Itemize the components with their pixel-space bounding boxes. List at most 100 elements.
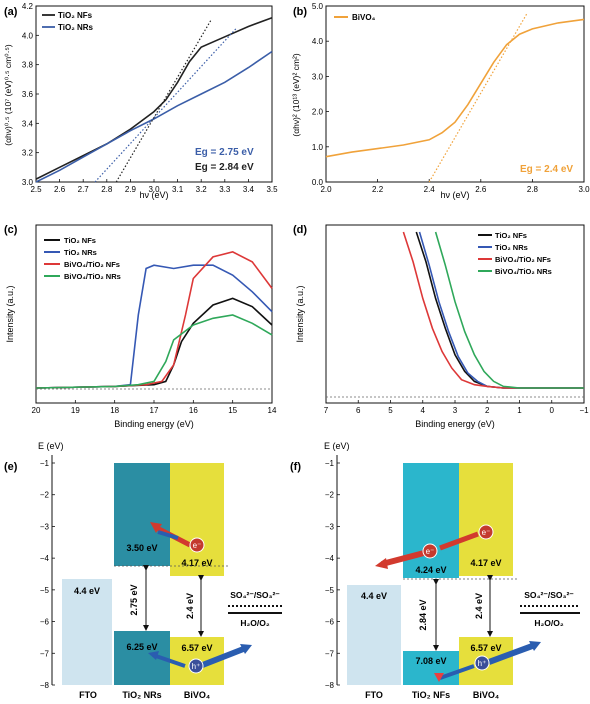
- panel-d: (d) 7 6 5 4 3 2 1 0 −1 TiO₂ NFs TiO₂ NRs BiVO₄/T…: [293, 224, 589, 429]
- panel-a: (a) 2.5 2.6 2.7 2.8 2.9 3.0 3.1 3.2 3.3 3.4 3.5 3.0…: [3, 2, 278, 200]
- x-tick-label: 3: [453, 406, 458, 415]
- panel-f-label: (f): [290, 461, 301, 473]
- x-tick-label: 2.2: [372, 185, 384, 194]
- x-tick-label: 2.4: [424, 185, 436, 194]
- panel-a-label: (a): [4, 6, 18, 18]
- hole-icon: [474, 655, 490, 671]
- x-tick-label: 17: [150, 406, 159, 415]
- x-tick-label: 16: [189, 406, 198, 415]
- redox-label: SO₄²⁻/SO₃²⁻: [230, 590, 280, 600]
- panel-b-frame: [325, 5, 585, 183]
- panel-e-label: (e): [4, 461, 18, 473]
- y-tick-label: −8: [40, 681, 50, 690]
- tio2-nfs-cb-value: 4.24 eV: [415, 565, 446, 575]
- hole-arrow: [487, 642, 537, 665]
- tio2-nfs-cb-block: [403, 463, 459, 578]
- legend: TiO₂ NFs TiO₂ NRs BiVO₄/TiO₂ NFs BiVO₄/T…: [478, 231, 552, 276]
- legend-entry: TiO₂ NRs: [58, 23, 94, 32]
- x-axis-label: hν (eV): [139, 190, 168, 200]
- y-tick-label: 4.2: [22, 2, 34, 11]
- x-tick-label: 4: [421, 406, 426, 415]
- x-label: FTO: [79, 690, 97, 700]
- x-tick-label: 2.7: [78, 185, 90, 194]
- redox-label: H₂O/O₂: [240, 618, 270, 628]
- tio2-nfs-vb-value: 7.08 eV: [415, 656, 446, 666]
- legend-entry: BiVO₄/TiO₂ NFs: [64, 260, 120, 269]
- bivo4-cb-block: [170, 463, 224, 576]
- y-tick-label: −7: [40, 649, 50, 658]
- y-tick-label: 3.4: [22, 119, 34, 128]
- x-label: TiO₂ NFs: [412, 690, 450, 700]
- fto-block: [62, 579, 112, 685]
- y-tick-label: 1.0: [312, 143, 324, 152]
- fto-value: 4.4 eV: [361, 591, 387, 601]
- hole-label: h⁺: [478, 659, 487, 668]
- blocked-icon: [434, 673, 444, 682]
- y-tick-label: 4.0: [22, 31, 34, 40]
- x-axis-label: hν (eV): [440, 190, 469, 200]
- series-line: [35, 16, 273, 180]
- series-line: [402, 231, 584, 389]
- x-tick-label: 3.2: [196, 185, 208, 194]
- legend-entry: TiO₂ NFs: [58, 11, 93, 20]
- y-tick-label: 3.2: [22, 149, 34, 158]
- panel-d-frame: [325, 224, 585, 404]
- y-tick-label: −3: [40, 522, 50, 531]
- series-line: [35, 264, 273, 389]
- x-tick-label: 15: [228, 406, 237, 415]
- legend-entry: BiVO₄/TiO₂ NRs: [495, 267, 552, 276]
- tio2-nrs-vb-value: 6.25 eV: [126, 642, 157, 652]
- electron-label: e⁻: [193, 541, 202, 550]
- tio2-nrs-cb-value: 3.50 eV: [126, 543, 157, 553]
- panel-b-label: (b): [293, 6, 307, 18]
- tio2-nfs-vb-block: [403, 651, 459, 685]
- y-tick-label: −8: [325, 681, 335, 690]
- y-tick-label: −3: [325, 522, 335, 531]
- electron-arrow: [381, 550, 425, 567]
- redox-label: SO₄²⁻/SO₃²⁻: [524, 590, 574, 600]
- tangent-line: [94, 27, 238, 183]
- hole-icon: [188, 658, 204, 674]
- x-tick-label: −1: [579, 406, 589, 415]
- x-tick-label: 5: [388, 406, 393, 415]
- x-tick-label: 7: [324, 406, 329, 415]
- legend-entry: TiO₂ NFs: [64, 236, 96, 245]
- annotation-eg-nrs: Eg = 2.75 eV: [195, 147, 254, 158]
- x-tick-label: 2.6: [54, 185, 66, 194]
- electron-label: e⁻: [482, 528, 491, 537]
- annotation-eg-bivo4: Eg = 2.4 eV: [520, 164, 573, 175]
- legend-entry: BiVO₄: [352, 13, 376, 22]
- x-tick-label: 3.0: [148, 185, 160, 194]
- legend-entry: TiO₂ NRs: [64, 248, 97, 257]
- electron-path-arrow: [157, 530, 179, 540]
- electron-label: e⁻: [426, 547, 435, 556]
- bivo4-vb-value: 6.57 eV: [470, 643, 501, 653]
- y-axis-label: Intensity (a.u.): [295, 285, 305, 342]
- series-line: [35, 50, 273, 183]
- y-axis-label: E (eV): [324, 441, 350, 451]
- x-label: TiO₂ NRs: [122, 690, 161, 700]
- y-axis-label: Intensity (a.u.): [5, 285, 15, 342]
- y-tick-label: 0.0: [312, 178, 324, 187]
- fto-value: 4.4 eV: [74, 586, 100, 596]
- redox-label: H₂O/O₂: [534, 618, 564, 628]
- x-tick-label: 6: [356, 406, 361, 415]
- panel-d-label: (d): [293, 224, 307, 236]
- annotation-eg-nfs: Eg = 2.84 eV: [195, 162, 254, 173]
- y-tick-label: −4: [325, 554, 335, 563]
- x-tick-label: 2.8: [101, 185, 113, 194]
- series-line: [35, 297, 273, 389]
- y-tick-label: −5: [325, 586, 335, 595]
- y-tick-label: 3.8: [22, 61, 34, 70]
- panel-c-label: (c): [4, 224, 18, 236]
- y-tick-label: 3.0: [22, 178, 34, 187]
- panel-e: (e) E (eV) −1 −2 −3 −4 −5 −6 −7 −8 4.4 eV 3.50 …: [4, 441, 282, 700]
- y-tick-label: −4: [40, 554, 50, 563]
- y-tick-label: −1: [325, 459, 335, 468]
- hole-label: h⁺: [192, 662, 201, 671]
- x-tick-label: 3.3: [219, 185, 231, 194]
- bivo4-cb-value: 4.17 eV: [470, 558, 501, 568]
- bivo4-cb-block: [459, 463, 513, 576]
- series-line: [325, 18, 585, 158]
- gap-value: 2.75 eV: [129, 584, 139, 615]
